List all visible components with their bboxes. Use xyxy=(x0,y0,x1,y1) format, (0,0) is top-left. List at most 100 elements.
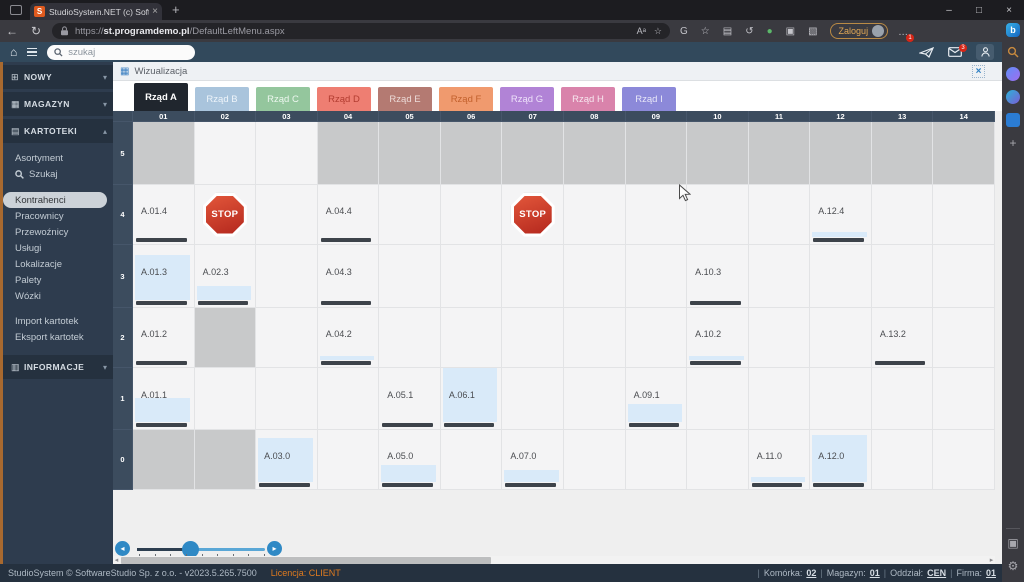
grid-cell-2-07[interactable] xyxy=(502,308,564,368)
grid-cell-3-04[interactable]: A.04.3 xyxy=(317,245,380,308)
sidebar-item-lokalizacje[interactable]: Lokalizacje xyxy=(3,257,113,272)
grid-cell-1-10[interactable] xyxy=(687,368,749,430)
grid-cell-3-07[interactable] xyxy=(502,245,564,308)
extension-green-icon[interactable]: ● xyxy=(766,25,773,37)
grid-cell-2-04[interactable]: A.04.2 xyxy=(317,308,380,368)
grid-cell-5-03[interactable] xyxy=(256,122,318,185)
office-icon[interactable] xyxy=(1006,113,1020,127)
home-icon[interactable]: ⌂ xyxy=(10,45,18,59)
tab-workspaces-icon[interactable] xyxy=(10,5,22,15)
refresh-button[interactable]: ↻ xyxy=(30,24,42,38)
sidebar-item-import-kartotek[interactable]: Import kartotek xyxy=(3,314,113,329)
grid-cell-0-11[interactable]: A.11.0 xyxy=(748,430,811,490)
tab-rzad-e[interactable]: Rząd E xyxy=(378,87,432,111)
grid-cell-4-04[interactable]: A.04.4 xyxy=(317,185,380,245)
sidebar-item-uslugi[interactable]: Usługi xyxy=(3,241,113,256)
settings-gear-icon[interactable]: ⚙ xyxy=(1007,559,1019,573)
grid-cell-0-07[interactable]: A.07.0 xyxy=(502,430,564,490)
grid-cell-1-03[interactable] xyxy=(256,368,318,430)
grid-cell-0-03[interactable]: A.03.0 xyxy=(256,430,318,490)
tab-rzad-i[interactable]: Rząd I xyxy=(622,87,676,111)
grid-cell-4-11[interactable] xyxy=(748,185,811,245)
sidebar-toggle-icon[interactable]: ▣ xyxy=(1007,536,1019,550)
grid-cell-3-02[interactable]: A.02.3 xyxy=(194,245,257,308)
grid-cell-2-10[interactable]: A.10.2 xyxy=(687,308,749,368)
grid-cell-0-04[interactable] xyxy=(317,430,380,490)
grid-cell-4-03[interactable] xyxy=(256,185,318,245)
grid-cell-2-03[interactable] xyxy=(256,308,318,368)
sidebar-item-asortyment[interactable]: Asortyment xyxy=(3,151,113,166)
panel-close-button[interactable]: × xyxy=(972,65,985,78)
grid-cell-1-01[interactable]: A.01.1 xyxy=(133,368,195,430)
grid-cell-1-09[interactable]: A.09.1 xyxy=(625,368,688,430)
sidebar-item-wozki[interactable]: Wózki xyxy=(3,289,113,304)
grid-cell-3-06[interactable] xyxy=(440,245,503,308)
sidebar-search-icon[interactable] xyxy=(1007,46,1019,58)
send-plane-icon[interactable] xyxy=(919,46,934,58)
grid-cell-1-08[interactable] xyxy=(564,368,626,430)
grid-cell-2-01[interactable]: A.01.2 xyxy=(133,308,195,368)
grid-cell-3-08[interactable] xyxy=(564,245,626,308)
grid-cell-2-09[interactable] xyxy=(625,308,688,368)
address-bar[interactable]: https://st.programdemo.pl/DefaultLeftMen… xyxy=(52,23,670,39)
browser-tab[interactable]: S StudioSystem.NET (c) SoftwareSt × xyxy=(30,3,162,20)
add-favorite-icon[interactable]: ☆ xyxy=(700,25,710,37)
grid-cell-3-13[interactable] xyxy=(871,245,934,308)
grid-cell-4-05[interactable] xyxy=(379,185,441,245)
grid-cell-3-12[interactable] xyxy=(810,245,872,308)
sidebar-item-przewoznicy[interactable]: Przewoźnicy xyxy=(3,225,113,240)
grid-cell-2-12[interactable] xyxy=(810,308,872,368)
grid-cell-2-11[interactable] xyxy=(748,308,811,368)
tab-rzad-f[interactable]: Rząd F xyxy=(439,87,493,111)
designer-icon[interactable] xyxy=(1006,90,1020,104)
copilot-icon[interactable] xyxy=(1006,67,1020,81)
grid-cell-0-06[interactable] xyxy=(440,430,503,490)
grid-cell-3-11[interactable] xyxy=(748,245,811,308)
grid-cell-4-10[interactable] xyxy=(687,185,749,245)
sidebar-item-eksport-kartotek[interactable]: Eksport kartotek xyxy=(3,330,113,345)
grid-cell-4-12[interactable]: A.12.4 xyxy=(810,185,872,245)
slider-next-button[interactable]: ▸ xyxy=(267,541,282,556)
grid-cell-3-09[interactable] xyxy=(625,245,688,308)
grid-cell-2-05[interactable] xyxy=(379,308,441,368)
grid-cell-0-13[interactable] xyxy=(871,430,934,490)
status-value-link[interactable]: 02 xyxy=(806,568,817,578)
grid-cell-2-06[interactable] xyxy=(440,308,503,368)
tab-rzad-d[interactable]: Rząd D xyxy=(317,87,371,111)
grid-cell-4-08[interactable] xyxy=(564,185,626,245)
sidebar-section-kartoteki[interactable]: ▤ KARTOTEKI ▴ xyxy=(3,119,113,143)
collections-icon[interactable]: ▤ xyxy=(722,25,733,37)
app-search-input[interactable]: szukaj xyxy=(47,44,196,60)
grid-cell-5-02[interactable] xyxy=(194,122,257,185)
tab-rzad-a[interactable]: Rząd A xyxy=(134,83,188,111)
horizontal-scrollbar[interactable]: ◂ ▸ xyxy=(113,556,995,564)
grid-cell-3-05[interactable] xyxy=(379,245,441,308)
grid-cell-4-13[interactable] xyxy=(871,185,934,245)
new-tab-button[interactable]: + xyxy=(172,2,180,17)
add-sidebar-item-icon[interactable]: + xyxy=(1009,136,1017,150)
sidebar-item-kontrahenci[interactable]: Kontrahenci xyxy=(3,192,107,208)
grid-cell-1-06[interactable]: A.06.1 xyxy=(440,368,503,430)
tab-rzad-b[interactable]: Rząd B xyxy=(195,87,249,111)
sidebar-section-informacje[interactable]: ▥ INFORMACJE ▾ xyxy=(3,355,113,379)
window-minimize-button[interactable]: – xyxy=(946,4,952,16)
slider-thumb[interactable] xyxy=(181,540,199,558)
user-account-button[interactable] xyxy=(976,44,994,60)
sidebar-section-magazyn[interactable]: ▦ MAGAZYN ▾ xyxy=(3,92,113,116)
grid-cell-1-11[interactable] xyxy=(748,368,811,430)
extension-icon[interactable]: ▣ xyxy=(785,25,796,37)
grid-cell-0-08[interactable] xyxy=(564,430,626,490)
grid-cell-0-09[interactable] xyxy=(625,430,688,490)
grid-cell-1-05[interactable]: A.05.1 xyxy=(379,368,441,430)
tab-rzad-c[interactable]: Rząd C xyxy=(256,87,310,111)
window-close-button[interactable]: × xyxy=(1006,4,1012,16)
sidebar-item-palety[interactable]: Palety xyxy=(3,273,113,288)
tab-close-icon[interactable]: × xyxy=(152,6,158,17)
grid-cell-1-04[interactable] xyxy=(317,368,380,430)
tab-rzad-g[interactable]: Rząd G xyxy=(500,87,554,111)
grid-cell-4-02[interactable]: STOP xyxy=(194,185,257,245)
grid-cell-2-08[interactable] xyxy=(564,308,626,368)
scrollbar-thumb[interactable] xyxy=(121,556,491,564)
grid-cell-0-05[interactable]: A.05.0 xyxy=(379,430,441,490)
grid-cell-1-02[interactable] xyxy=(194,368,257,430)
